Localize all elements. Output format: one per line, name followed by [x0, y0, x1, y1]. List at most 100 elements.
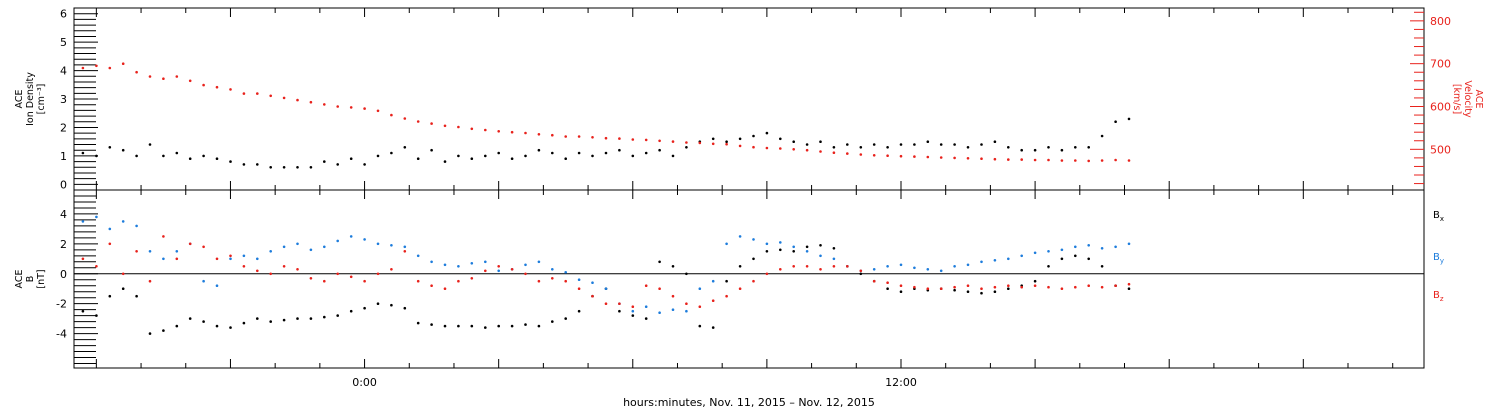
data-point [966, 263, 970, 267]
data-point [202, 245, 205, 249]
data-point [711, 326, 715, 329]
data-point [255, 269, 259, 273]
data-point [1100, 247, 1104, 250]
magnetic-field-left-axis-title-line: ACE [14, 270, 25, 289]
data-point [752, 145, 755, 149]
plasma-right-axis-title-line: ACE [1473, 90, 1484, 109]
data-point [524, 272, 527, 276]
data-point [108, 227, 112, 231]
data-point [537, 324, 541, 328]
data-point [336, 314, 340, 317]
data-point [658, 311, 661, 315]
data-point [671, 140, 675, 143]
data-point [1060, 159, 1064, 162]
data-point [618, 309, 621, 313]
data-point [1047, 158, 1050, 162]
data-point [510, 324, 514, 328]
data-point [376, 242, 380, 246]
data-point [162, 235, 165, 238]
data-point [671, 154, 675, 158]
plasma-y-tick-label: 1 [60, 150, 67, 163]
data-point [148, 143, 152, 146]
legend-label-subscript: z [1440, 295, 1444, 303]
data-point [215, 85, 219, 89]
data-point [1087, 159, 1090, 163]
data-point [832, 257, 836, 261]
data-point [537, 279, 541, 283]
data-point [658, 287, 661, 291]
data-point [711, 299, 715, 303]
data-point [953, 143, 956, 146]
data-point [980, 157, 983, 160]
data-point [349, 106, 353, 109]
data-point [671, 308, 675, 312]
data-point [323, 103, 326, 106]
data-point [752, 134, 755, 138]
data-point [658, 148, 661, 152]
data-point [282, 318, 286, 322]
data-point [698, 287, 702, 291]
data-point [524, 323, 527, 326]
data-point [188, 157, 192, 160]
data-point [1074, 285, 1077, 289]
data-point [1060, 257, 1064, 261]
data-point [510, 268, 514, 271]
data-point [926, 287, 930, 291]
data-point [832, 247, 836, 250]
data-point [349, 235, 353, 238]
data-point [121, 220, 125, 223]
data-point [457, 279, 460, 283]
data-point [309, 166, 313, 169]
data-point [779, 268, 782, 271]
data-point [631, 154, 635, 158]
data-point [121, 287, 125, 291]
data-point [1020, 158, 1023, 161]
data-point [551, 151, 554, 155]
data-point [336, 105, 340, 108]
data-point [966, 146, 970, 149]
data-point [484, 128, 487, 132]
data-point [631, 314, 635, 317]
data-point [819, 254, 822, 258]
data-point [1114, 245, 1117, 249]
data-point [1074, 254, 1077, 258]
data-point [738, 137, 742, 141]
data-point [1060, 148, 1064, 152]
data-point [296, 166, 299, 169]
data-point [926, 155, 930, 159]
data-point [188, 317, 192, 320]
data-point [658, 139, 661, 143]
data-point [537, 133, 541, 136]
data-point [1033, 279, 1037, 283]
data-point [1060, 248, 1064, 252]
data-point [1074, 245, 1077, 249]
data-point [1127, 282, 1131, 286]
magnetic-field-y-tick-label: 4 [60, 208, 67, 221]
data-point [899, 143, 903, 146]
data-point [1127, 242, 1131, 246]
plasma-y-tick-label: 2 [60, 121, 67, 134]
data-point [953, 156, 956, 160]
magnetic-field-series-Bx [81, 244, 1131, 335]
data-point [484, 260, 487, 264]
x-tick-label: 0:00 [352, 376, 377, 389]
data-point [1007, 287, 1010, 291]
data-point [121, 272, 125, 276]
data-point [430, 122, 433, 125]
legend-label-Bx: Bx [1433, 210, 1444, 223]
legend-label-By: By [1433, 252, 1444, 265]
data-point [443, 124, 447, 128]
data-point [644, 151, 648, 155]
data-point [618, 148, 621, 152]
data-point [336, 239, 340, 243]
data-point [993, 259, 997, 262]
data-point [95, 64, 98, 68]
data-point [269, 250, 273, 253]
data-point [175, 151, 179, 155]
data-point [269, 94, 273, 98]
data-point [81, 257, 85, 261]
data-point [846, 265, 849, 268]
data-point [886, 287, 889, 291]
data-point [484, 269, 487, 273]
data-point [255, 257, 259, 261]
